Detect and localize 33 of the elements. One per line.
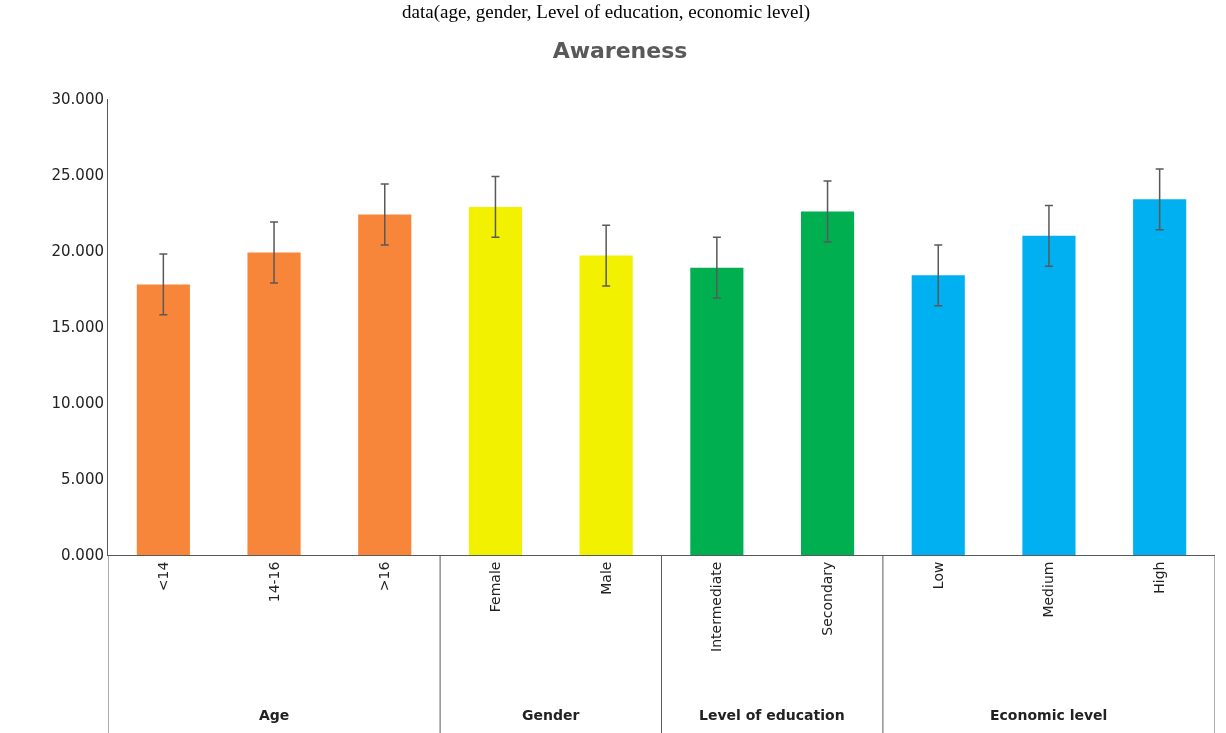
- x-tick-label: Female: [487, 561, 503, 613]
- chart-title: Awareness: [552, 37, 688, 63]
- y-tick-label: 10.000: [51, 394, 104, 413]
- bar: [468, 206, 523, 555]
- x-tick-label: >16: [376, 561, 393, 592]
- bar: [247, 252, 301, 555]
- bar: [690, 267, 744, 555]
- bar: [579, 255, 633, 555]
- x-tick-label: 14-16: [265, 561, 282, 603]
- y-tick-label: 0.000: [61, 546, 104, 565]
- x-tick-label: Intermediate: [708, 561, 725, 652]
- x-tick-label: Medium: [1040, 561, 1057, 618]
- bar: [1133, 199, 1187, 555]
- y-tick-label: 30.000: [51, 90, 104, 109]
- x-tick-label: Male: [597, 561, 614, 595]
- x-tick-label: Low: [929, 561, 946, 590]
- bar: [1022, 235, 1076, 555]
- x-tick-label: Secondary: [819, 561, 836, 636]
- bar: [136, 284, 190, 555]
- text: Age: [259, 707, 290, 723]
- text: Gender: [522, 707, 580, 723]
- y-tick-label: 25.000: [51, 166, 104, 185]
- y-tick-label: 5.000: [61, 470, 104, 489]
- bar: [911, 275, 965, 555]
- bar: [800, 211, 855, 555]
- y-tick-label: 15.000: [51, 318, 104, 337]
- y-tick-label: 20.000: [51, 242, 104, 261]
- bar: [358, 214, 412, 555]
- text: Economic level: [990, 707, 1108, 723]
- x-tick-label: <14: [154, 561, 171, 592]
- text: Level of education: [699, 707, 845, 723]
- text: data(age, gender, Level of education, economic level): [402, 1, 811, 23]
- x-tick-label: High: [1151, 561, 1168, 594]
